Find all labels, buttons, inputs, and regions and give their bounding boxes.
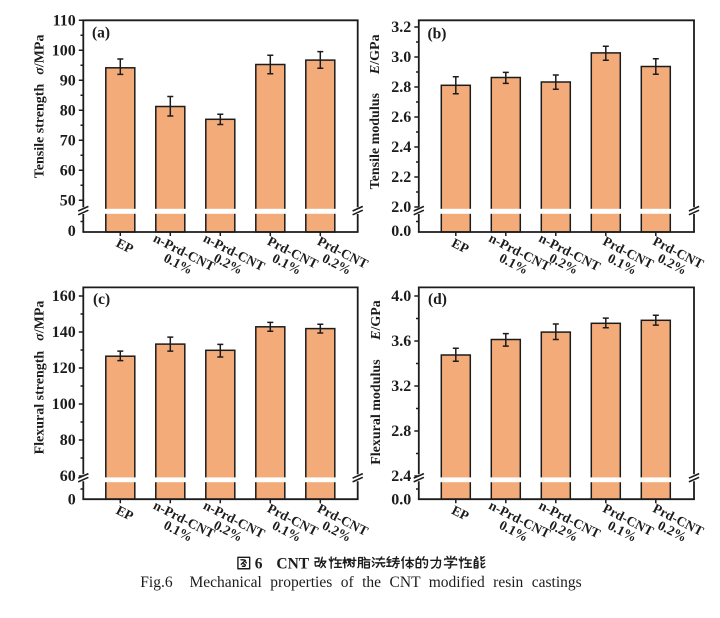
- svg-text:CNT: CNT: [276, 556, 309, 573]
- svg-text:80: 80: [60, 432, 76, 449]
- svg-text:3.2: 3.2: [391, 378, 411, 395]
- svg-text:(d): (d): [428, 291, 447, 308]
- svg-text:2.0: 2.0: [391, 199, 411, 216]
- svg-text:Flexural strengthσ/MPa: Flexural strengthσ/MPa: [33, 301, 48, 455]
- svg-text:120: 120: [52, 360, 76, 377]
- svg-text:80: 80: [60, 103, 76, 120]
- svg-text:3.6: 3.6: [391, 333, 411, 350]
- svg-text:60: 60: [60, 468, 76, 485]
- svg-text:0: 0: [68, 223, 76, 240]
- svg-text:50: 50: [60, 193, 76, 210]
- svg-text:2.4: 2.4: [391, 468, 411, 485]
- svg-text:EP: EP: [114, 502, 136, 523]
- svg-text:0: 0: [68, 492, 76, 509]
- svg-text:100: 100: [52, 396, 76, 413]
- svg-text:(b): (b): [428, 26, 447, 43]
- svg-text:4.0: 4.0: [391, 288, 411, 305]
- svg-text:90: 90: [60, 73, 76, 90]
- svg-text:Flexural modulusE/GPa: Flexural modulusE/GPa: [369, 300, 384, 465]
- svg-text:2.6: 2.6: [391, 109, 411, 126]
- svg-text:EP: EP: [114, 235, 136, 256]
- svg-text:2.8: 2.8: [391, 423, 411, 440]
- svg-text:EP: EP: [449, 235, 471, 256]
- svg-text:Fig.6 Mechanical properties o: Fig.6 Mechanical properties of the CNT m…: [140, 574, 581, 591]
- svg-text:2.4: 2.4: [391, 139, 411, 156]
- svg-text:110: 110: [53, 13, 76, 30]
- svg-text:70: 70: [60, 133, 76, 150]
- svg-text:(a): (a): [92, 25, 110, 42]
- svg-text:2.8: 2.8: [391, 79, 411, 96]
- svg-text:(c): (c): [93, 291, 110, 308]
- svg-text:100: 100: [52, 43, 76, 60]
- svg-text:60: 60: [60, 163, 76, 180]
- svg-text:Tensile strengthσ/MPa: Tensile strengthσ/MPa: [33, 35, 48, 179]
- svg-text:160: 160: [52, 288, 76, 305]
- svg-text:6: 6: [255, 556, 263, 573]
- svg-text:3.2: 3.2: [391, 19, 411, 36]
- svg-text:0.0: 0.0: [391, 223, 411, 240]
- svg-text:3.0: 3.0: [391, 49, 411, 66]
- svg-text:Tensile modulusE/GPa: Tensile modulusE/GPa: [368, 34, 383, 189]
- svg-text:0.0: 0.0: [391, 492, 411, 509]
- svg-text:EP: EP: [449, 502, 471, 523]
- svg-text:140: 140: [52, 324, 76, 341]
- svg-text:2.2: 2.2: [391, 169, 411, 186]
